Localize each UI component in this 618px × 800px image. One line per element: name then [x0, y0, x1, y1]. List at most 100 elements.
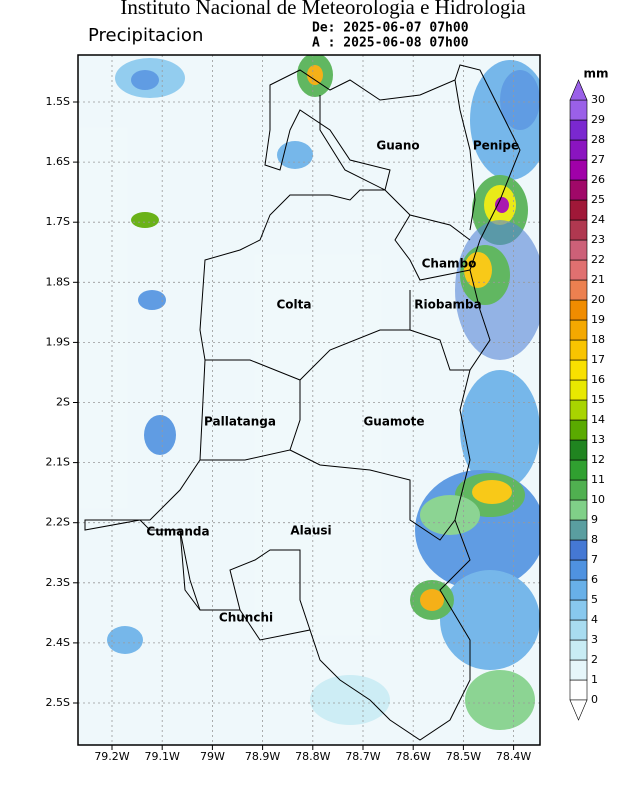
lat-label: 1.6S — [46, 155, 70, 168]
region-label: Colta — [277, 298, 312, 312]
colorbar-swatch — [569, 399, 588, 421]
colorbar-swatch — [569, 299, 588, 321]
colorbar-swatch — [569, 319, 588, 341]
rain-cell — [440, 570, 540, 670]
region-label: Guamote — [363, 415, 424, 429]
colorbar-swatch — [569, 519, 588, 541]
colorbar-swatch — [569, 459, 588, 481]
lat-label: 2.1S — [46, 456, 70, 469]
colorbar-label: 3 — [591, 633, 598, 646]
region-label: Guano — [376, 139, 419, 153]
colorbar-label: 10 — [591, 493, 605, 506]
region-label: Penipe — [473, 139, 519, 153]
region-labels: Guano Penipe Chambo Colta Riobamba Pallatanga… — [146, 139, 519, 625]
colorbar-swatch — [569, 279, 588, 301]
colorbar-swatch — [569, 179, 588, 201]
region-label: Chambo — [422, 257, 477, 271]
colorbar-swatch — [569, 539, 588, 561]
colorbar-swatch — [569, 259, 588, 281]
rain-cell — [131, 212, 159, 228]
lon-label: 78.9W — [245, 750, 280, 763]
colorbar-swatch — [569, 599, 588, 621]
colorbar-swatch — [569, 99, 588, 121]
colorbar-swatch — [569, 479, 588, 501]
colorbar-label: 0 — [591, 693, 598, 706]
colorbar-arrow-top — [569, 79, 588, 101]
lat-label: 2.2S — [46, 516, 70, 529]
colorbar-swatch — [569, 159, 588, 181]
colorbar-label: 4 — [591, 613, 598, 626]
rain-cell — [138, 290, 166, 310]
region-label: Alausi — [290, 524, 331, 538]
map-frame — [77, 54, 541, 746]
colorbar-label: 21 — [591, 273, 605, 286]
rain-cell — [420, 495, 480, 535]
colorbar-swatch — [569, 499, 588, 521]
colorbar-swatch — [569, 119, 588, 141]
colorbar-swatch — [569, 139, 588, 161]
lon-label: 78.8W — [295, 750, 330, 763]
colorbar-label: 29 — [591, 113, 605, 126]
lon-label: 79W — [200, 750, 225, 763]
lon-label: 78.6W — [396, 750, 431, 763]
lat-label: 1.5S — [46, 95, 70, 108]
lat-label: 2S — [56, 396, 70, 409]
rain-cell — [420, 589, 444, 611]
colorbar-label: 24 — [591, 213, 605, 226]
colorbar-label: 7 — [591, 553, 598, 566]
region-label: Riobamba — [414, 298, 481, 312]
colorbar-unit: mm — [583, 67, 608, 81]
colorbar-label: 13 — [591, 433, 605, 446]
lon-label: 78.7W — [345, 750, 380, 763]
lat-label: 2.3S — [46, 576, 70, 589]
grid — [78, 55, 540, 745]
colorbar-swatch — [569, 639, 588, 661]
colorbar-label: 15 — [591, 393, 605, 406]
colorbar-label: 19 — [591, 313, 605, 326]
lon-label: 78.4W — [496, 750, 531, 763]
colorbar-swatch — [569, 419, 588, 441]
colorbar-label: 18 — [591, 333, 605, 346]
lon-label: 79.2W — [94, 750, 129, 763]
date-from: De: 2025-06-07 07h00 — [312, 21, 469, 36]
rain-cell — [465, 670, 535, 730]
colorbar-label: 5 — [591, 593, 598, 606]
lat-label: 2.5S — [46, 696, 70, 709]
colorbar-label: 30 — [591, 93, 605, 106]
colorbar-swatch — [569, 659, 588, 681]
colorbar: mm 0123456789101112131415161718192021222… — [569, 67, 609, 721]
lon-label: 78.5W — [446, 750, 481, 763]
colorbar-label: 20 — [591, 293, 605, 306]
colorbar-label: 25 — [591, 193, 605, 206]
colorbar-swatch — [569, 439, 588, 461]
colorbar-swatch — [569, 559, 588, 581]
lat-label: 2.4S — [46, 636, 70, 649]
rain-cell — [107, 626, 143, 654]
region-label: Cumanda — [146, 525, 209, 539]
colorbar-label: 14 — [591, 413, 605, 426]
colorbar-label: 28 — [591, 133, 605, 146]
colorbar-label: 27 — [591, 153, 605, 166]
colorbar-label: 8 — [591, 533, 598, 546]
colorbar-swatch — [569, 339, 588, 361]
colorbar-label: 17 — [591, 353, 605, 366]
lat-label: 1.9S — [46, 335, 70, 348]
title: Instituto Nacional de Meteorologia e Hid… — [120, 0, 526, 19]
colorbar-swatch — [569, 359, 588, 381]
colorbar-label: 2 — [591, 653, 598, 666]
colorbar-label: 22 — [591, 253, 605, 266]
date-to: A : 2025-06-08 07h00 — [312, 36, 469, 51]
lon-label: 79.1W — [145, 750, 180, 763]
colorbar-label: 11 — [591, 473, 605, 486]
rain-cell — [310, 675, 390, 725]
rain-cell — [460, 370, 540, 490]
colorbar-swatch — [569, 199, 588, 221]
colorbar-label: 16 — [591, 373, 605, 386]
colorbar-label: 6 — [591, 573, 598, 586]
rain-cell — [495, 197, 509, 213]
colorbar-arrow-bottom — [569, 699, 588, 721]
colorbar-swatch — [569, 219, 588, 241]
region-label: Chunchi — [219, 611, 273, 625]
